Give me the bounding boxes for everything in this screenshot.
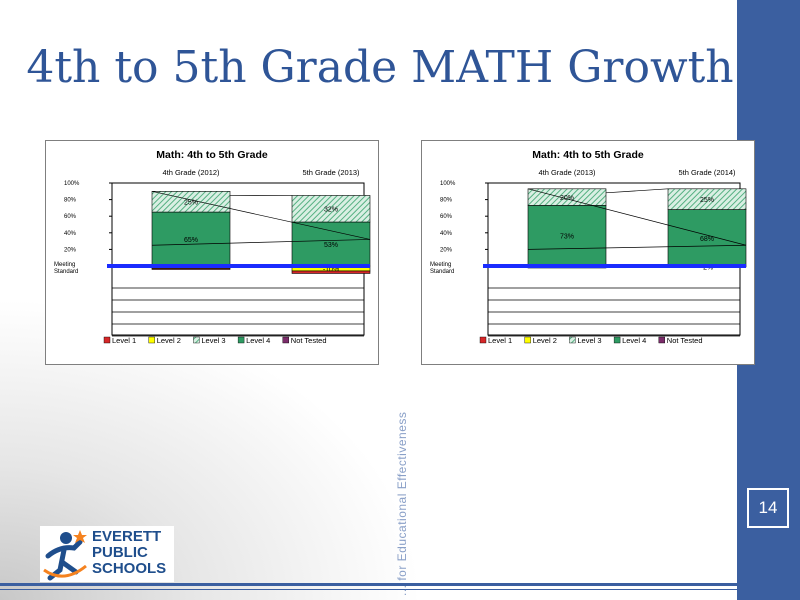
category-label: 5th Grade (2013): [302, 168, 360, 177]
legend-label: Level 3: [577, 336, 601, 345]
y-tick-label: 100%: [64, 181, 80, 187]
data-label: 53%: [324, 242, 338, 249]
legend-swatch: [103, 336, 111, 344]
bar-segment: [527, 188, 607, 206]
legend-label: Level 1: [112, 336, 136, 345]
legend-swatch: [148, 336, 155, 344]
chart-title: Math: 4th to 5th Grade: [156, 149, 268, 161]
bar-segment: [667, 209, 747, 267]
logo-wordmark: EVERETT PUBLIC SCHOOLS: [92, 529, 166, 577]
legend-swatch: [613, 336, 621, 344]
legend-label: Level 1: [488, 336, 512, 345]
baseline-label: Standard: [430, 269, 454, 275]
logo-line-3: SCHOOLS: [92, 560, 167, 577]
legend-swatch: [479, 336, 487, 344]
baseline-label: Meeting: [54, 262, 75, 268]
legend-label: Level 4: [622, 336, 646, 345]
y-tick-label: 60%: [440, 214, 453, 220]
bottom-rule-thin: [0, 589, 737, 590]
y-tick-label: 100%: [440, 181, 456, 187]
legend-label: Level 2: [533, 336, 557, 345]
logo: EVERETT PUBLIC SCHOOLS: [40, 526, 174, 582]
data-label: 25%: [184, 200, 198, 207]
vertical-tagline: ... for Educational Effectiveness: [395, 411, 409, 596]
y-tick-label: 80%: [440, 198, 453, 204]
bar-segment: [291, 270, 371, 274]
connector-line: [527, 188, 747, 246]
bottom-rule: [0, 583, 737, 586]
category-label: 4th Grade (2013): [538, 168, 596, 177]
chart-title: Math: 4th to 5th Grade: [532, 149, 644, 161]
legend-label: Level 4: [246, 336, 270, 345]
data-label: 25%: [700, 197, 714, 204]
bar-segment: [667, 188, 747, 210]
y-tick-label: 40%: [64, 231, 77, 237]
baseline-label: Standard: [54, 269, 78, 275]
data-label: 32%: [324, 207, 338, 214]
legend-label: Level 3: [201, 336, 225, 345]
data-label: 73%: [560, 234, 574, 241]
data-label: 65%: [184, 237, 198, 244]
legend-swatch: [193, 336, 200, 344]
connector-line: [151, 239, 371, 246]
bar-segment: [291, 195, 371, 223]
chart-canvas: Math: 4th to 5th Grade 4th Grade (2012) 5t…: [54, 149, 371, 345]
data-label: -10%: [323, 266, 339, 273]
baseline-label: Meeting: [430, 262, 451, 268]
bar-segment: [151, 268, 231, 270]
connector-line: [527, 244, 747, 250]
runner-logo-icon: [43, 530, 87, 581]
page-number: 14: [747, 488, 789, 528]
y-tick-label: 40%: [440, 231, 453, 237]
chart-canvas: Math: 4th to 5th Grade 4th Grade (2013) 5t…: [430, 149, 747, 345]
category-label: 5th Grade (2014): [678, 168, 736, 177]
category-label: 4th Grade (2012): [162, 168, 220, 177]
bar-segment: [151, 190, 231, 213]
connector-line: [605, 188, 669, 194]
bar-segment: [527, 205, 607, 267]
y-tick-label: 20%: [440, 247, 453, 253]
y-tick-label: 20%: [64, 247, 77, 253]
logo-line-1: EVERETT: [92, 528, 162, 545]
y-tick-label: 80%: [64, 198, 77, 204]
chart-2013-2014: Math: 4th to 5th Grade 4th Grade (2013) 5t…: [421, 140, 755, 365]
legend-swatch: [569, 336, 576, 344]
legend-swatch: [282, 336, 290, 344]
legend-label: Not Tested: [291, 336, 327, 345]
data-label: 68%: [700, 236, 714, 243]
y-tick-label: 60%: [64, 214, 77, 220]
legend-swatch: [524, 336, 531, 344]
legend-label: Level 2: [157, 336, 181, 345]
legend-swatch: [658, 336, 666, 344]
chart-2012-2013: Math: 4th to 5th Grade 4th Grade (2012) 5t…: [45, 140, 379, 365]
legend-swatch: [237, 336, 245, 344]
slide-title: 4th to 5th Grade MATH Growth: [26, 42, 734, 93]
logo-line-2: PUBLIC: [92, 544, 148, 561]
connector-line: [151, 190, 371, 240]
legend-label: Not Tested: [667, 336, 703, 345]
